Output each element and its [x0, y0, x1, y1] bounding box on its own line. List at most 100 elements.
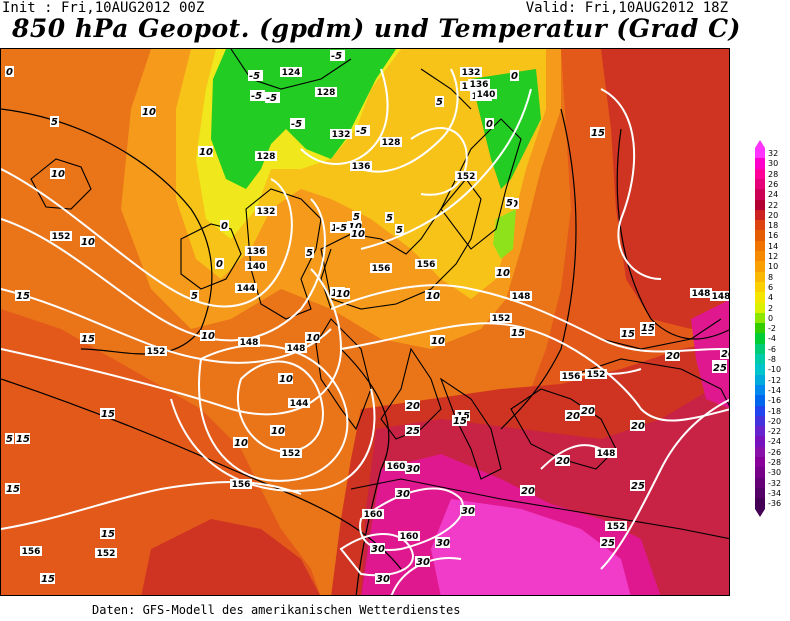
temp-label-bg [590, 127, 605, 138]
temp-label-bg [50, 116, 59, 127]
temp-label: 10 [142, 107, 156, 118]
geopot-label-bg [280, 448, 302, 458]
colorbar-label: 18 [768, 221, 779, 231]
geopot-label-bg [468, 79, 490, 89]
geopot-label: 152 [147, 347, 166, 357]
colorbar-label: 6 [768, 282, 774, 292]
geopot-label: 152 [97, 549, 116, 559]
geopot-label-bg [605, 521, 627, 531]
temp-label: -5 [356, 126, 367, 137]
geopot-label-bg [475, 89, 497, 99]
colorbar: 32 30 28 26 24 22 20 18 16 14 12 10 8 6 4 2 0 -2 -4 -6 -8 -10… [752, 140, 790, 517]
geopot-label: 128 [317, 88, 336, 98]
geopot-label-bg [595, 448, 617, 458]
geopot-label-bg [50, 231, 72, 241]
geopot-label-bg [585, 369, 607, 379]
colorbar-label: 0 [768, 313, 774, 323]
temp-label-bg [305, 247, 314, 258]
geopot-label: 148 [712, 292, 730, 302]
temp-label: 20 [666, 351, 680, 362]
colorbar-label: -12 [768, 375, 782, 385]
temp-label: 15 [591, 128, 605, 139]
temp-label: 15 [16, 434, 30, 445]
colorbar-label: 28 [768, 169, 779, 179]
temp-label: 25 [601, 538, 615, 549]
temp-label: 5 [396, 225, 403, 236]
colorbar-swatch [755, 323, 765, 334]
geopot-label-bg [288, 398, 310, 408]
temp-label-bg [233, 437, 248, 448]
temp-label-bg [100, 408, 115, 419]
colorbar-swatch [755, 395, 765, 406]
geopot-label: 152 [457, 172, 476, 182]
isotherm-lines [1, 108, 729, 595]
colorbar-top-arrow [755, 140, 765, 148]
temp-label-bg [510, 327, 525, 338]
colorbar-label: 14 [768, 241, 779, 251]
temp-label-bg [452, 415, 467, 426]
geopot-label: 132 [462, 68, 481, 78]
temp-label-bg [720, 348, 729, 359]
colorbar-swatch [755, 220, 765, 231]
geopot-label: 148 [597, 449, 616, 459]
geopot-label: 140 [247, 262, 266, 272]
geopot-labels: 1241281321361281321361401281321361401441… [20, 67, 730, 559]
temp-label: 5 [51, 117, 58, 128]
temp-label: 0 [6, 67, 13, 78]
temp-label: 5 [436, 97, 443, 108]
colorbar-swatch [755, 168, 765, 180]
temp-label-bg [565, 410, 580, 421]
geopot-label: 148 [287, 344, 306, 354]
colorbar-label: 12 [768, 252, 779, 261]
geopot-label: 144 [290, 399, 309, 409]
geopot-label: 156 [372, 264, 391, 274]
colorbar-swatch [755, 374, 765, 386]
colorbar-label: -10 [768, 365, 782, 375]
colorbar-label: -26 [768, 447, 782, 457]
temp-label: 10 [201, 331, 215, 342]
temp-label-bg [278, 373, 293, 384]
geopot-label-bg [245, 246, 267, 256]
temp-label-bg [435, 537, 450, 548]
geopot-label: 160 [387, 462, 406, 472]
temp-label-bg [640, 322, 655, 333]
temp-label-bg [200, 330, 215, 341]
geopot-label: 160 [364, 510, 383, 520]
temp-label-bg [375, 573, 390, 584]
colorbar-swatch [755, 364, 765, 376]
geopot-label: 156 [232, 480, 251, 490]
temp-label: 5 [386, 213, 393, 224]
temp-label: 10 [431, 336, 445, 347]
temp-label-bg [290, 118, 305, 129]
colorbar-label: -16 [768, 396, 782, 406]
temp-label-bg [395, 224, 404, 235]
geopot-label-bg [385, 461, 407, 471]
colorbar-label: 10 [768, 262, 779, 272]
temp-label: -5 [251, 91, 262, 102]
temp-label: 10 [426, 291, 440, 302]
temp-label-bg [330, 50, 345, 61]
geopot-label-bg [460, 67, 482, 77]
temp-label: 25 [406, 426, 420, 437]
geopot-label-bg [510, 291, 532, 301]
geopot-label: 144 [237, 284, 256, 294]
temp-label: 20 [406, 401, 420, 412]
temp-label: 5 [6, 434, 13, 445]
temp-label: 20 [521, 486, 535, 497]
colorbar-label: 22 [768, 200, 779, 210]
temp-label: -5 [266, 93, 277, 104]
colorbar-swatch [755, 189, 765, 200]
colorbar-swatch [755, 302, 765, 314]
colorbar-swatch [755, 498, 765, 509]
colorbar-label: 4 [768, 293, 774, 303]
colorbar-swatch [755, 251, 765, 262]
colorbar-swatch [755, 457, 765, 468]
colorbar-label: -22 [768, 427, 782, 437]
geopot-label-bg [560, 371, 582, 381]
temp-label-bg [415, 556, 430, 567]
geopot-label-bg [490, 313, 512, 323]
colorbar-swatch [755, 354, 765, 365]
temp-field-15-sw [1, 309, 321, 595]
valid-time: Valid: Fri,10AUG2012 18Z [525, 0, 728, 16]
temp-label: -5 [336, 223, 347, 234]
